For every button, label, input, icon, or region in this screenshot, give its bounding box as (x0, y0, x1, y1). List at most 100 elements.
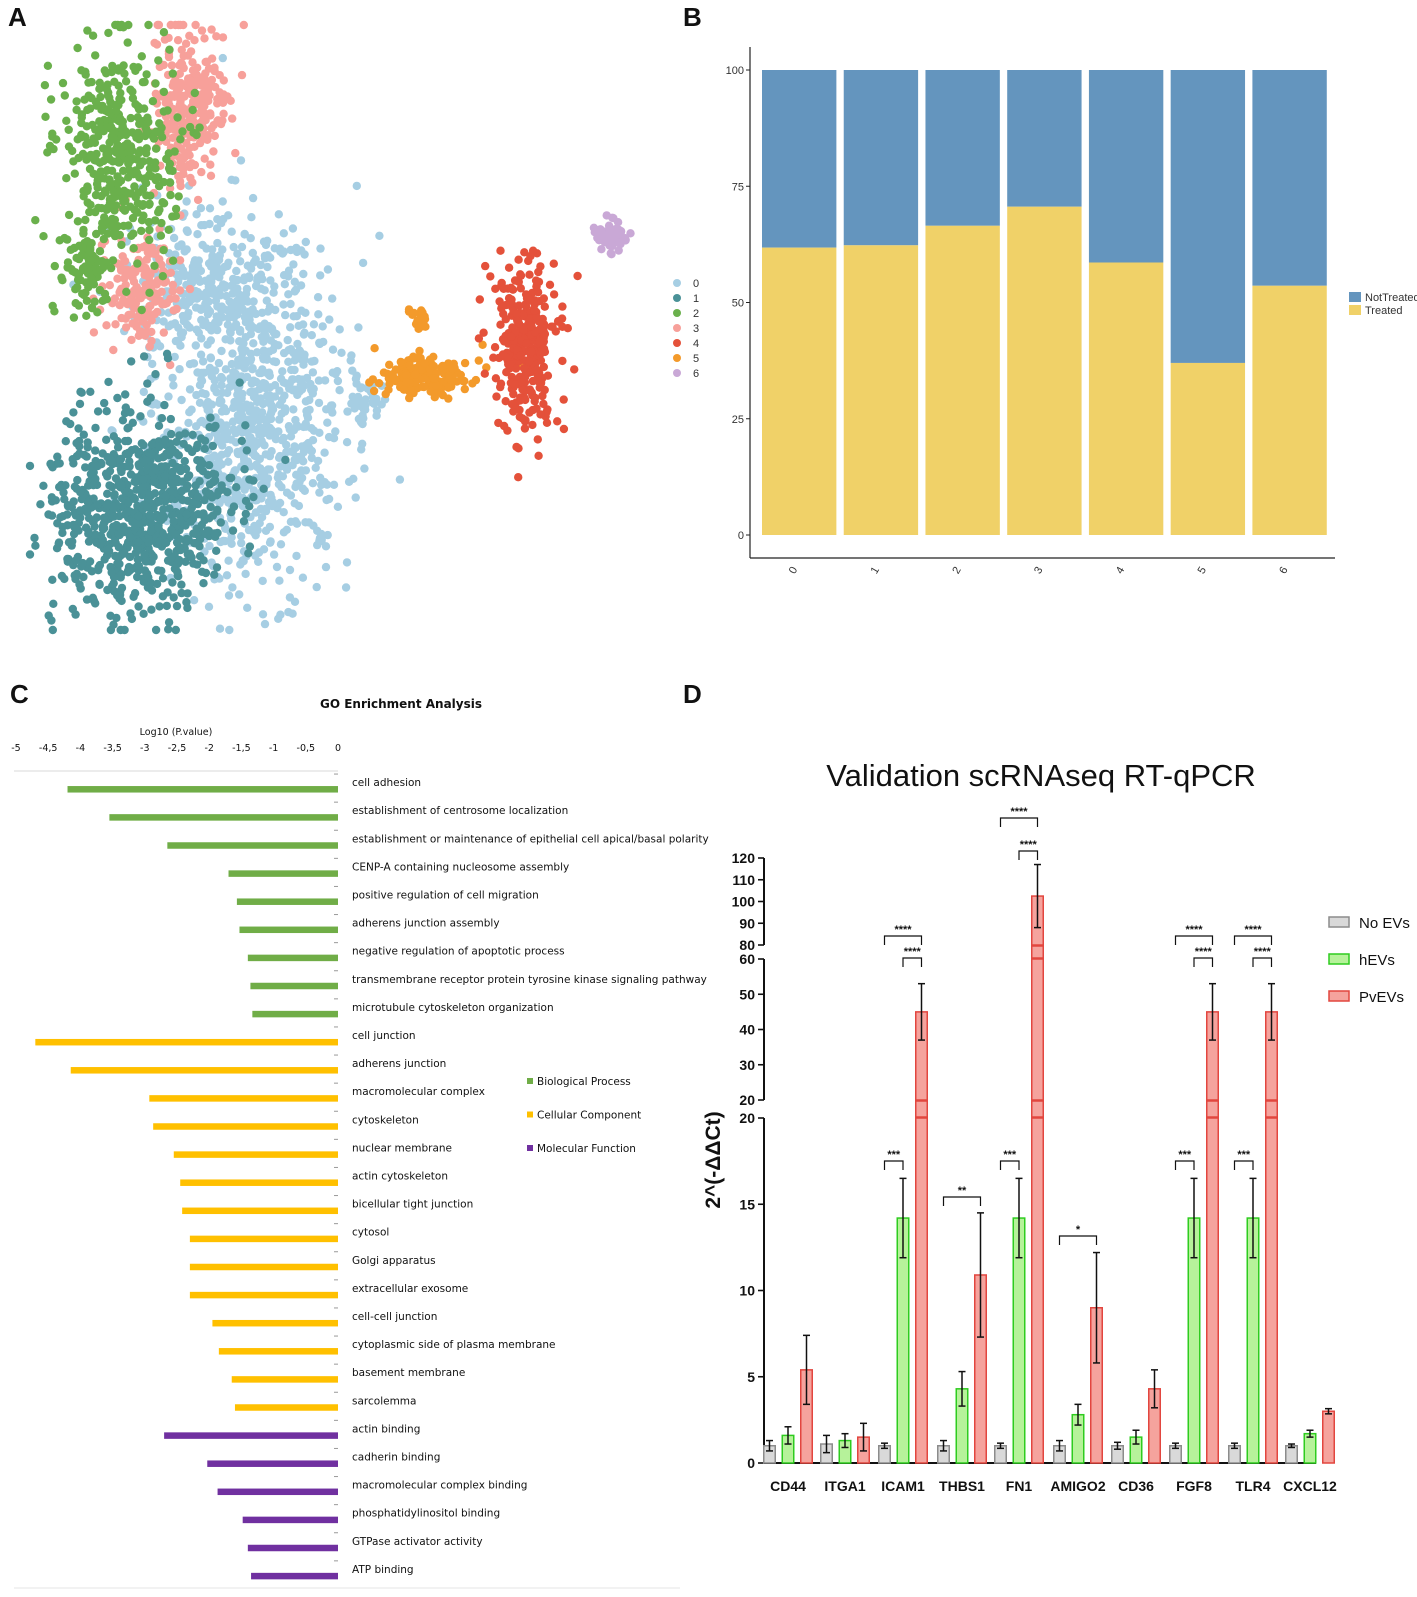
umap-point-cluster-5 (430, 393, 439, 402)
umap-point-cluster-1 (91, 446, 100, 455)
c-bar-11 (149, 1095, 338, 1102)
umap-point-cluster-1 (83, 438, 92, 447)
umap-point-cluster-3 (166, 360, 175, 370)
umap-point-cluster-4 (553, 417, 562, 426)
c-title: GO Enrichment Analysis (320, 697, 482, 711)
umap-point-cluster-3 (176, 144, 186, 153)
umap-point-cluster-0 (170, 352, 179, 362)
umap-point-cluster-4 (511, 364, 521, 373)
umap-point-cluster-2 (78, 264, 88, 273)
umap-point-cluster-5 (402, 378, 411, 387)
umap-point-cluster-5 (415, 346, 424, 356)
umap-point-cluster-0 (323, 265, 333, 274)
umap-point-cluster-1 (161, 492, 170, 501)
umap-point-cluster-3 (237, 70, 247, 80)
umap-point-cluster-1 (239, 517, 249, 526)
umap-point-cluster-2 (154, 56, 163, 65)
c-term-label: CENP-A containing nucleosome assembly (352, 861, 569, 873)
umap-point-cluster-0 (333, 367, 342, 376)
legend-a-label-1: 1 (693, 293, 699, 305)
umap-point-cluster-2 (145, 235, 154, 245)
umap-point-cluster-0 (249, 392, 259, 402)
umap-point-cluster-0 (254, 557, 263, 566)
umap-point-cluster-0 (218, 53, 227, 63)
umap-point-cluster-0 (275, 244, 285, 253)
umap-point-cluster-0 (204, 282, 213, 291)
umap-point-cluster-4 (516, 284, 525, 293)
umap-point-cluster-3 (187, 159, 196, 168)
d-legend-label-1: hEVs (1359, 952, 1395, 969)
umap-point-cluster-1 (89, 481, 98, 490)
umap-point-cluster-2 (79, 225, 88, 235)
umap-point-cluster-0 (266, 276, 275, 285)
d-ytick-label: 0 (747, 1455, 755, 1471)
umap-point-cluster-3 (121, 314, 130, 323)
umap-point-cluster-0 (243, 603, 252, 612)
umap-point-cluster-1 (154, 421, 164, 430)
umap-point-cluster-1 (212, 546, 221, 555)
umap-point-cluster-3 (128, 319, 137, 328)
d-ytick-label: 10 (739, 1283, 755, 1299)
umap-point-cluster-3 (188, 58, 197, 67)
umap-point-cluster-2 (156, 231, 166, 240)
umap-point-cluster-2 (50, 307, 59, 316)
umap-point-cluster-5 (365, 378, 374, 387)
umap-point-cluster-0 (193, 230, 202, 239)
umap-point-cluster-3 (160, 278, 169, 287)
umap-point-cluster-1 (193, 492, 203, 501)
umap-point-cluster-1 (120, 625, 129, 635)
d-sig-bracket-FN1 (999, 817, 1039, 827)
c-term-label: extracellular exosome (352, 1283, 468, 1295)
umap-point-cluster-2 (98, 296, 107, 305)
umap-point-cluster-1 (53, 452, 62, 461)
umap-point-cluster-2 (81, 215, 90, 225)
umap-point-cluster-1 (143, 503, 152, 512)
d-legend-swatch-0 (1328, 916, 1350, 928)
umap-point-cluster-4 (528, 420, 537, 430)
umap-point-cluster-0 (235, 337, 244, 346)
umap-point-cluster-4 (498, 301, 507, 310)
umap-point-cluster-0 (395, 475, 405, 484)
umap-point-cluster-1 (229, 502, 239, 511)
umap-point-cluster-2 (58, 78, 68, 88)
umap-point-cluster-1 (126, 408, 135, 417)
umap-point-cluster-1 (114, 543, 124, 552)
umap-point-cluster-1 (120, 549, 129, 558)
umap-point-cluster-1 (98, 535, 108, 545)
umap-point-cluster-1 (48, 625, 57, 635)
umap-point-cluster-2 (164, 149, 173, 158)
umap-point-cluster-1 (126, 609, 135, 618)
umap-point-cluster-2 (178, 127, 187, 136)
umap-point-cluster-1 (30, 533, 39, 543)
d-legend-label-2: PvEVs (1359, 989, 1404, 1006)
d-sig-bracket-FGF8 (1174, 935, 1214, 945)
umap-point-cluster-0 (167, 320, 176, 329)
umap-point-cluster-2 (137, 52, 146, 61)
umap-point-cluster-2 (91, 125, 100, 134)
umap-point-cluster-2 (144, 217, 154, 227)
umap-point-cluster-0 (341, 583, 351, 592)
umap-point-cluster-1 (146, 527, 156, 536)
umap-point-cluster-3 (219, 109, 228, 119)
umap-point-cluster-1 (241, 509, 250, 519)
umap-point-cluster-0 (235, 325, 245, 335)
umap-point-cluster-1 (140, 550, 149, 560)
umap-point-cluster-1 (206, 413, 215, 422)
umap-point-cluster-4 (490, 343, 500, 352)
umap-point-cluster-0 (197, 315, 206, 325)
d-ytick-label: 100 (732, 894, 756, 910)
umap-point-cluster-0 (263, 262, 272, 272)
d-bar-CXCL12-1 (1303, 1432, 1317, 1464)
umap-point-cluster-2 (106, 263, 116, 273)
umap-point-cluster-5 (420, 314, 430, 324)
umap-point-cluster-3 (152, 40, 162, 49)
umap-point-cluster-4 (521, 395, 530, 405)
c-term-label: microtubule cytoskeleton organization (352, 1002, 554, 1014)
umap-point-cluster-2 (49, 144, 58, 154)
umap-point-cluster-0 (227, 175, 236, 184)
umap-point-cluster-3 (179, 165, 188, 174)
umap-point-cluster-1 (117, 570, 126, 579)
umap-point-cluster-1 (223, 488, 232, 497)
umap-point-cluster-0 (322, 495, 331, 505)
c-legend-label: Cellular Component (537, 1110, 641, 1122)
